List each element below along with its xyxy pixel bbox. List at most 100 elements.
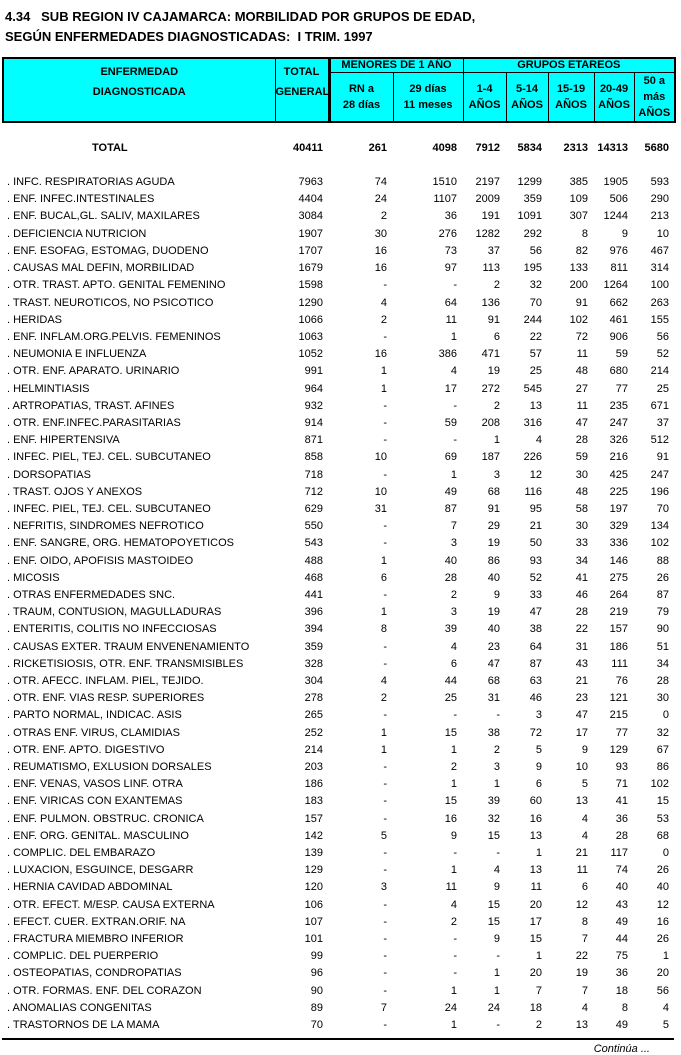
disease-name: . ENF. INFEC.INTESTINALES — [7, 193, 155, 206]
value-cell: 4 — [581, 1001, 588, 1014]
value-cell: 52 — [656, 348, 669, 361]
value-cell: 72 — [529, 726, 542, 739]
value-cell: - — [453, 950, 457, 963]
value-cell: 3 — [493, 760, 500, 773]
value-cell: 2197 — [475, 176, 500, 189]
value-cell: 1052 — [298, 348, 323, 361]
value-cell: 36 — [615, 967, 628, 980]
value-cell: 8 — [380, 623, 387, 636]
value-cell: 40 — [444, 554, 457, 567]
value-cell: 5 — [380, 829, 387, 842]
value-cell: 11 — [445, 313, 457, 326]
value-cell: 9 — [581, 743, 588, 756]
value-cell: - — [383, 468, 387, 481]
value-cell: - — [383, 588, 387, 601]
value-cell: - — [383, 640, 387, 653]
disease-name: . EFECT. CUER. EXTRAN.ORIF. NA — [7, 915, 186, 928]
value-cell: - — [496, 1019, 500, 1032]
value-cell: 6 — [450, 657, 457, 670]
header-total-line2: GENERAL — [275, 86, 329, 98]
table-row: . TRAUM, CONTUSION, MAGULLADURAS 396 1 3 19 4… — [2, 604, 674, 621]
value-cell: 116 — [524, 485, 542, 498]
value-cell: 91 — [656, 451, 669, 464]
value-cell: 4 — [581, 812, 588, 825]
value-cell: 1091 — [517, 210, 542, 223]
value-cell: 1679 — [298, 262, 323, 275]
table-row: . HERNIA CAVIDAD ABDOMINAL 120 3 11 9 11 6 40 40 — [2, 879, 674, 896]
value-cell: 102 — [650, 778, 669, 791]
value-cell: 136 — [481, 296, 500, 309]
value-cell: 906 — [609, 330, 628, 343]
value-cell: 107 — [304, 915, 323, 928]
page-title-line1: 4.34 SUB REGION IV CAJAMARCA: MORBILIDAD… — [5, 9, 476, 24]
disease-name: . DEFICIENCIA NUTRICION — [7, 227, 147, 240]
value-cell: 19 — [487, 606, 500, 619]
value-cell: 32 — [656, 726, 669, 739]
value-cell: 1299 — [517, 176, 542, 189]
value-cell: - — [383, 967, 387, 980]
value-cell: - — [453, 399, 457, 412]
disease-name: . HERNIA CAVIDAD ABDOMINAL — [7, 881, 173, 894]
value-cell: 28 — [444, 571, 457, 584]
value-cell: 30 — [656, 692, 669, 705]
value-cell: 186 — [304, 778, 323, 791]
value-cell: 186 — [609, 640, 628, 653]
table-row: . TRASTORNOS DE LA MAMA 70 - 1 - 2 13 49 5 — [2, 1017, 674, 1034]
header-sub-line: AÑOS — [555, 98, 587, 111]
table-row: . ENF. OIDO, APOFISIS MASTOIDEO 488 1 40 86 9… — [2, 553, 674, 570]
value-cell: 13 — [529, 399, 542, 412]
value-cell: 1066 — [298, 313, 323, 326]
table-row: . ENF. VIRICAS CON EXANTEMAS 183 - 15 39 60 13… — [2, 793, 674, 810]
value-cell: 15 — [444, 726, 457, 739]
value-cell: 187 — [481, 451, 500, 464]
table-row: . DORSOPATIAS 718 - 1 3 12 30 425 247 — [2, 467, 674, 484]
value-cell: - — [383, 279, 387, 292]
value-cell: 671 — [650, 399, 669, 412]
value-cell: 8 — [621, 1001, 628, 1014]
value-cell: 252 — [304, 726, 323, 739]
value-cell: 70 — [529, 296, 542, 309]
value-cell: 385 — [569, 176, 588, 189]
value-cell: 43 — [575, 657, 588, 670]
table-row: . ENF. PULMON. OBSTRUC. CRONICA 157 - 16 32 1… — [2, 811, 674, 828]
value-cell: 64 — [529, 640, 542, 653]
value-cell: 7 — [581, 984, 588, 997]
value-cell: 17 — [444, 382, 457, 395]
value-cell: - — [383, 795, 387, 808]
value-cell: 90 — [310, 984, 323, 997]
value-cell: 2 — [535, 1019, 542, 1032]
value-cell: 30 — [575, 468, 588, 481]
value-cell: 2 — [493, 743, 500, 756]
table-row: . INFEC. PIEL, TEJ. CEL. SUBCUTANEO 629 31… — [2, 501, 674, 518]
value-cell: 99 — [310, 950, 323, 963]
value-cell: 512 — [650, 434, 669, 447]
table-row: . EFECT. CUER. EXTRAN.ORIF. NA 107 - 2 15 17 8… — [2, 914, 674, 931]
value-cell: 1 — [535, 847, 542, 859]
value-cell: 5 — [581, 778, 588, 791]
value-cell: 235 — [609, 399, 628, 412]
value-cell: 48 — [575, 485, 588, 498]
disease-name: . OTR. TRAST. APTO. GENITAL FEMENINO — [7, 279, 226, 292]
value-cell: 914 — [304, 416, 323, 429]
value-cell: 16 — [656, 915, 669, 928]
value-cell: 44 — [615, 933, 628, 946]
header-rn-28dias: RN a 28 días — [327, 71, 394, 122]
value-cell: 326 — [609, 434, 628, 447]
value-cell: 7 — [581, 933, 588, 946]
header-grupos-etareos: GRUPOS ETAREOS — [462, 57, 676, 73]
header-sub-line: 15-19 — [556, 82, 586, 95]
value-cell: - — [496, 847, 500, 859]
value-cell: 2 — [380, 692, 387, 705]
disease-name: . OSTEOPATIAS, CONDROPATIAS — [7, 967, 182, 980]
header-15-19-anos: 15-19 AÑOS — [547, 71, 595, 122]
value-cell: 40 — [487, 571, 500, 584]
table-row: . ENF. HIPERTENSIVA 871 - - 1 4 28 326 512 — [2, 432, 674, 449]
value-cell: 244 — [523, 313, 542, 326]
value-cell: 41 — [575, 571, 588, 584]
value-cell: 328 — [304, 657, 323, 670]
value-cell: 11 — [530, 881, 542, 894]
value-cell: 24 — [374, 193, 387, 206]
disease-name: . ENF. VIRICAS CON EXANTEMAS — [7, 795, 183, 808]
value-cell: 20 — [656, 967, 669, 980]
value-cell: 56 — [529, 244, 542, 257]
